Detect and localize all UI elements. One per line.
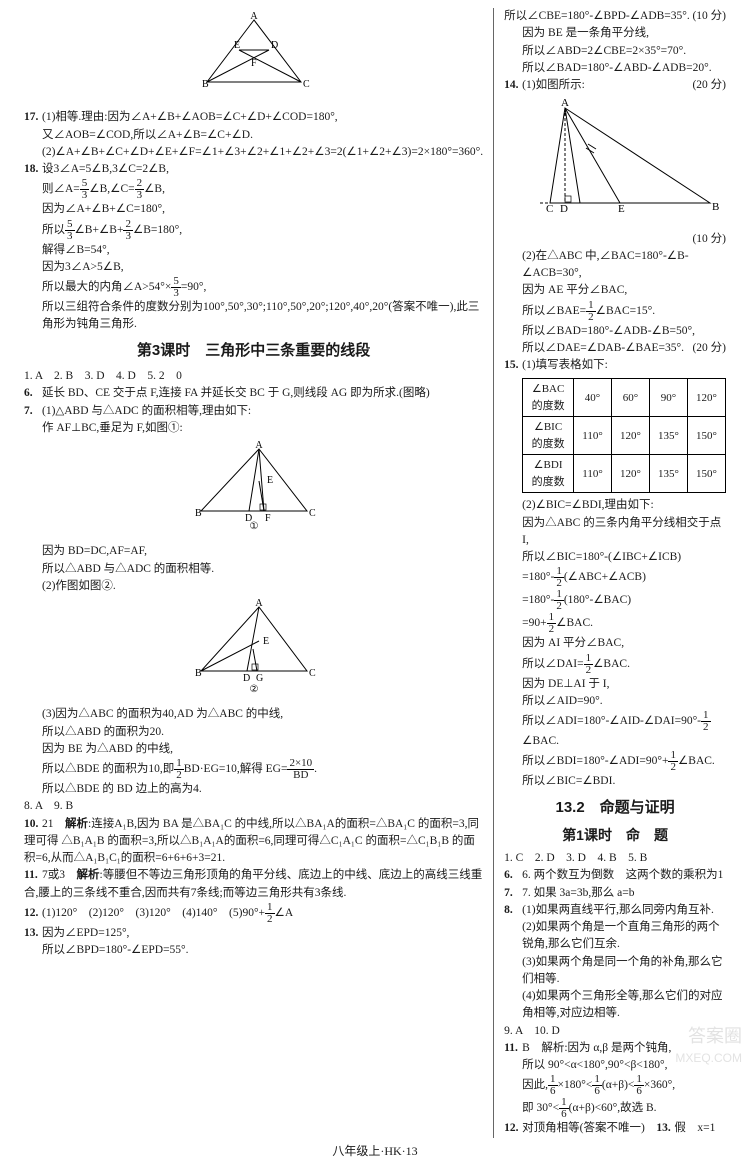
- diagram-triangle-2: A B C D F E ①: [24, 441, 483, 537]
- q6: 6.6. 延长 BD、CE 交于点 F,连接 FA 并延长交 BC 于 G,则线…: [24, 385, 483, 402]
- svg-text:B: B: [195, 668, 202, 679]
- q15-8: 因为 AI 平分∠BAC,: [504, 635, 726, 652]
- svg-text:D: D: [243, 673, 250, 684]
- q7-line2: 作 AF⊥BC,垂足为 F,如图①:: [24, 420, 483, 437]
- q17-line2: 又∠AOB=∠COD,所以∠A+∠B=∠C+∠D.: [24, 127, 483, 144]
- score-10b: (10 分): [504, 231, 726, 248]
- q18-line3: 因为∠A+∠B+∠C=180°,: [24, 201, 483, 218]
- svg-text:G: G: [256, 673, 263, 684]
- section-13-2-sub: 第1课时 命 题: [504, 825, 726, 846]
- svg-text:E: E: [263, 636, 269, 647]
- svg-text:A: A: [255, 441, 263, 451]
- row-1-5: 1. A 2. B 3. D 4. D 5. 2 0: [24, 368, 483, 385]
- r-11-4: 即 30°<16(α+β)<60°,故选 B.: [504, 1097, 726, 1120]
- q14-2: (2)在△ABC 中,∠BAC=180°-∠B-∠ACB=30°,: [504, 248, 726, 283]
- svg-text:B: B: [712, 201, 719, 213]
- angle-table: ∠BAC 的度数40°60°90°120° ∠BIC 的度数110°120°13…: [522, 378, 726, 493]
- q15-11: 所以∠AID=90°.: [504, 693, 726, 710]
- q7-line9: 所以△BDE 的面积为10,即12BD·EG=10,解得 EG=2×10BD.: [24, 758, 483, 781]
- r-8-2: (2)如果两个角是一个直角三角形的两个锐角,那么它们互余.: [504, 919, 726, 954]
- r-bad: 所以∠BAD=180°-∠ABD-∠ADB=20°.(20 分): [504, 60, 726, 77]
- q10: 10.21 解析:连接A₁B,因为 BA 是△BA₁C 的中线,所以△BA₁A的…: [24, 816, 483, 868]
- q15-6: =180°-12(180°-∠BAC): [504, 589, 726, 612]
- q13-1: 13.因为∠EPD=125°,: [24, 925, 483, 942]
- svg-text:C: C: [546, 203, 553, 215]
- r-8-3: (3)如果两个角是同一个角的补角,那么它们相等.: [504, 954, 726, 989]
- svg-text:②: ②: [249, 684, 258, 694]
- q18-line7: 所以最大的内角∠A>54°×53=90°,: [24, 276, 483, 299]
- svg-text:①: ①: [249, 521, 258, 531]
- q7-line7: 所以△ABD 的面积为20.: [24, 724, 483, 741]
- q15-1: 15.(1)填写表格如下:: [504, 357, 726, 374]
- q15-12: 所以∠ADI=180°-∠AID-∠DAI=90°-12∠BAC.: [504, 710, 726, 750]
- watermark: 答案圈MXEQ.COM: [675, 1027, 742, 1067]
- q14-4: 所以∠BAE=12∠BAC=15°.: [504, 300, 726, 323]
- q11: 11.7或3 解析:等腰但不等边三角形顶角的角平分线、底边上的中线、底边上的高线…: [24, 867, 483, 902]
- q15-2: (2)∠BIC=∠BDI,理由如下:: [504, 497, 726, 514]
- q8-9: 8. A 9. B: [24, 798, 483, 815]
- q15-7: =90+12∠BAC.: [504, 612, 726, 635]
- q14-5: 所以∠BAD=180°-∠ADB-∠B=50°,: [504, 323, 726, 340]
- q18-line2: 则∠A=53∠B,∠C=23∠B,: [24, 178, 483, 201]
- svg-text:C: C: [309, 668, 316, 679]
- diagram-triangle-right: A B C D E: [504, 98, 726, 224]
- r-11-3: 因此,16×180°<16(α+β)<16×360°,: [504, 1074, 726, 1097]
- svg-text:F: F: [265, 513, 271, 524]
- q18-line1: 18.设3∠A=5∠B,3∠C=2∠B,: [24, 161, 483, 178]
- q12: 12.(1)120° (2)120° (3)120° (4)140° (5)90…: [24, 902, 483, 925]
- section-13-2: 13.2 命题与证明: [504, 797, 726, 820]
- q15-10: 因为 DE⊥AI 于 I,: [504, 676, 726, 693]
- q17-line1: 17.(1)相等.理由:因为∠A+∠B+∠AOB=∠C+∠D+∠COD=180°…: [24, 109, 483, 126]
- svg-text:D: D: [560, 203, 568, 215]
- q15-4: 所以∠BIC=180°-(∠IBC+∠ICB): [504, 549, 726, 566]
- svg-text:A: A: [250, 12, 258, 22]
- q14-3: 因为 AE 平分∠BAC,: [504, 282, 726, 299]
- right-column: 所以∠CBE=180°-∠BPD-∠ADB=35°.(10 分) 因为 BE 是…: [494, 8, 732, 1138]
- q13-2: 所以∠BPD=180°-∠EPD=55°.: [24, 942, 483, 959]
- q7-line1: 7.(1)△ABD 与△ADC 的面积相等,理由如下:: [24, 403, 483, 420]
- q18-line4: 所以53∠B+∠B+23∠B=180°,: [24, 219, 483, 242]
- q15-14: 所以∠BIC=∠BDI.: [504, 773, 726, 790]
- svg-text:F: F: [251, 58, 257, 69]
- page-footer: 八年级上·HK·13: [18, 1138, 732, 1160]
- q15-5: =180°-12(∠ABC+∠ACB): [504, 566, 726, 589]
- svg-text:C: C: [309, 508, 316, 519]
- q7-line10: 所以△BDE 的 BD 边上的高为4.: [24, 781, 483, 798]
- q7-line8: 因为 BE 为△ABD 的中线,: [24, 741, 483, 758]
- q18-line8: 所以三组符合条件的度数分别为100°,50°,30°;110°,50°,20°;…: [24, 299, 483, 334]
- q15-13: 所以∠BDI=180°-∠ADI=90°+12∠BAC.: [504, 750, 726, 773]
- svg-text:E: E: [267, 475, 273, 486]
- svg-text:A: A: [561, 98, 569, 109]
- svg-text:A: A: [255, 599, 263, 609]
- r-cbe: 所以∠CBE=180°-∠BPD-∠ADB=35°.(10 分): [504, 8, 726, 25]
- r-8-4: (4)如果两个三角形全等,那么它们的对应角相等,对应边相等.: [504, 988, 726, 1023]
- r-be: 因为 BE 是一条角平分线,: [504, 25, 726, 42]
- svg-text:D: D: [271, 40, 278, 51]
- r-12-13: 12.对顶角相等(答案不唯一) 13.假 x=1: [504, 1120, 726, 1137]
- diagram-triangle-3: A B C D G E ②: [24, 599, 483, 700]
- q14-6: 所以∠DAE=∠DAB-∠BAE=35°.(20 分): [504, 340, 726, 357]
- q17-line3: (2)∠A+∠B+∠C+∠D+∠E+∠F=∠1+∠3+∠2+∠1+∠2+∠3=2…: [24, 144, 483, 161]
- diagram-triangle-1: A B C E D F: [24, 12, 483, 103]
- r-6: 6.6. 两个数互为倒数 这两个数的乘积为1: [504, 867, 726, 884]
- r-abd: 所以∠ABD=2∠CBE=2×35°=70°.: [504, 43, 726, 60]
- q7-line4: 所以△ABD 与△ADC 的面积相等.: [24, 561, 483, 578]
- r-8-1: 8.(1)如果两直线平行,那么同旁内角互补.: [504, 902, 726, 919]
- svg-text:B: B: [202, 79, 209, 90]
- r-7: 7.7. 如果 3a=3b,那么 a=b: [504, 885, 726, 902]
- q7-line6: (3)因为△ABC 的面积为40,AD 为△ABC 的中线,: [24, 706, 483, 723]
- q7-line3: 因为 BD=DC,AF=AF,: [24, 543, 483, 560]
- q7-line5: (2)作图如图②.: [24, 578, 483, 595]
- svg-text:E: E: [234, 40, 240, 51]
- q15-3: 因为△ABC 的三条内角平分线相交于点 I,: [504, 515, 726, 550]
- q18-line5: 解得∠B=54°,: [24, 242, 483, 259]
- r-row1: 1. C 2. D 3. D 4. B 5. B: [504, 850, 726, 867]
- section-title-3: 第3课时 三角形中三条重要的线段: [24, 340, 483, 363]
- q15-9: 所以∠DAI=12∠BAC.: [504, 653, 726, 676]
- svg-text:E: E: [618, 203, 625, 215]
- q18-line6: 因为3∠A>5∠B,: [24, 259, 483, 276]
- svg-text:C: C: [303, 79, 310, 90]
- svg-text:B: B: [195, 508, 202, 519]
- left-column: A B C E D F 17.(1)相等.理由:因为∠A+∠B+∠AOB=∠C+…: [18, 8, 494, 1138]
